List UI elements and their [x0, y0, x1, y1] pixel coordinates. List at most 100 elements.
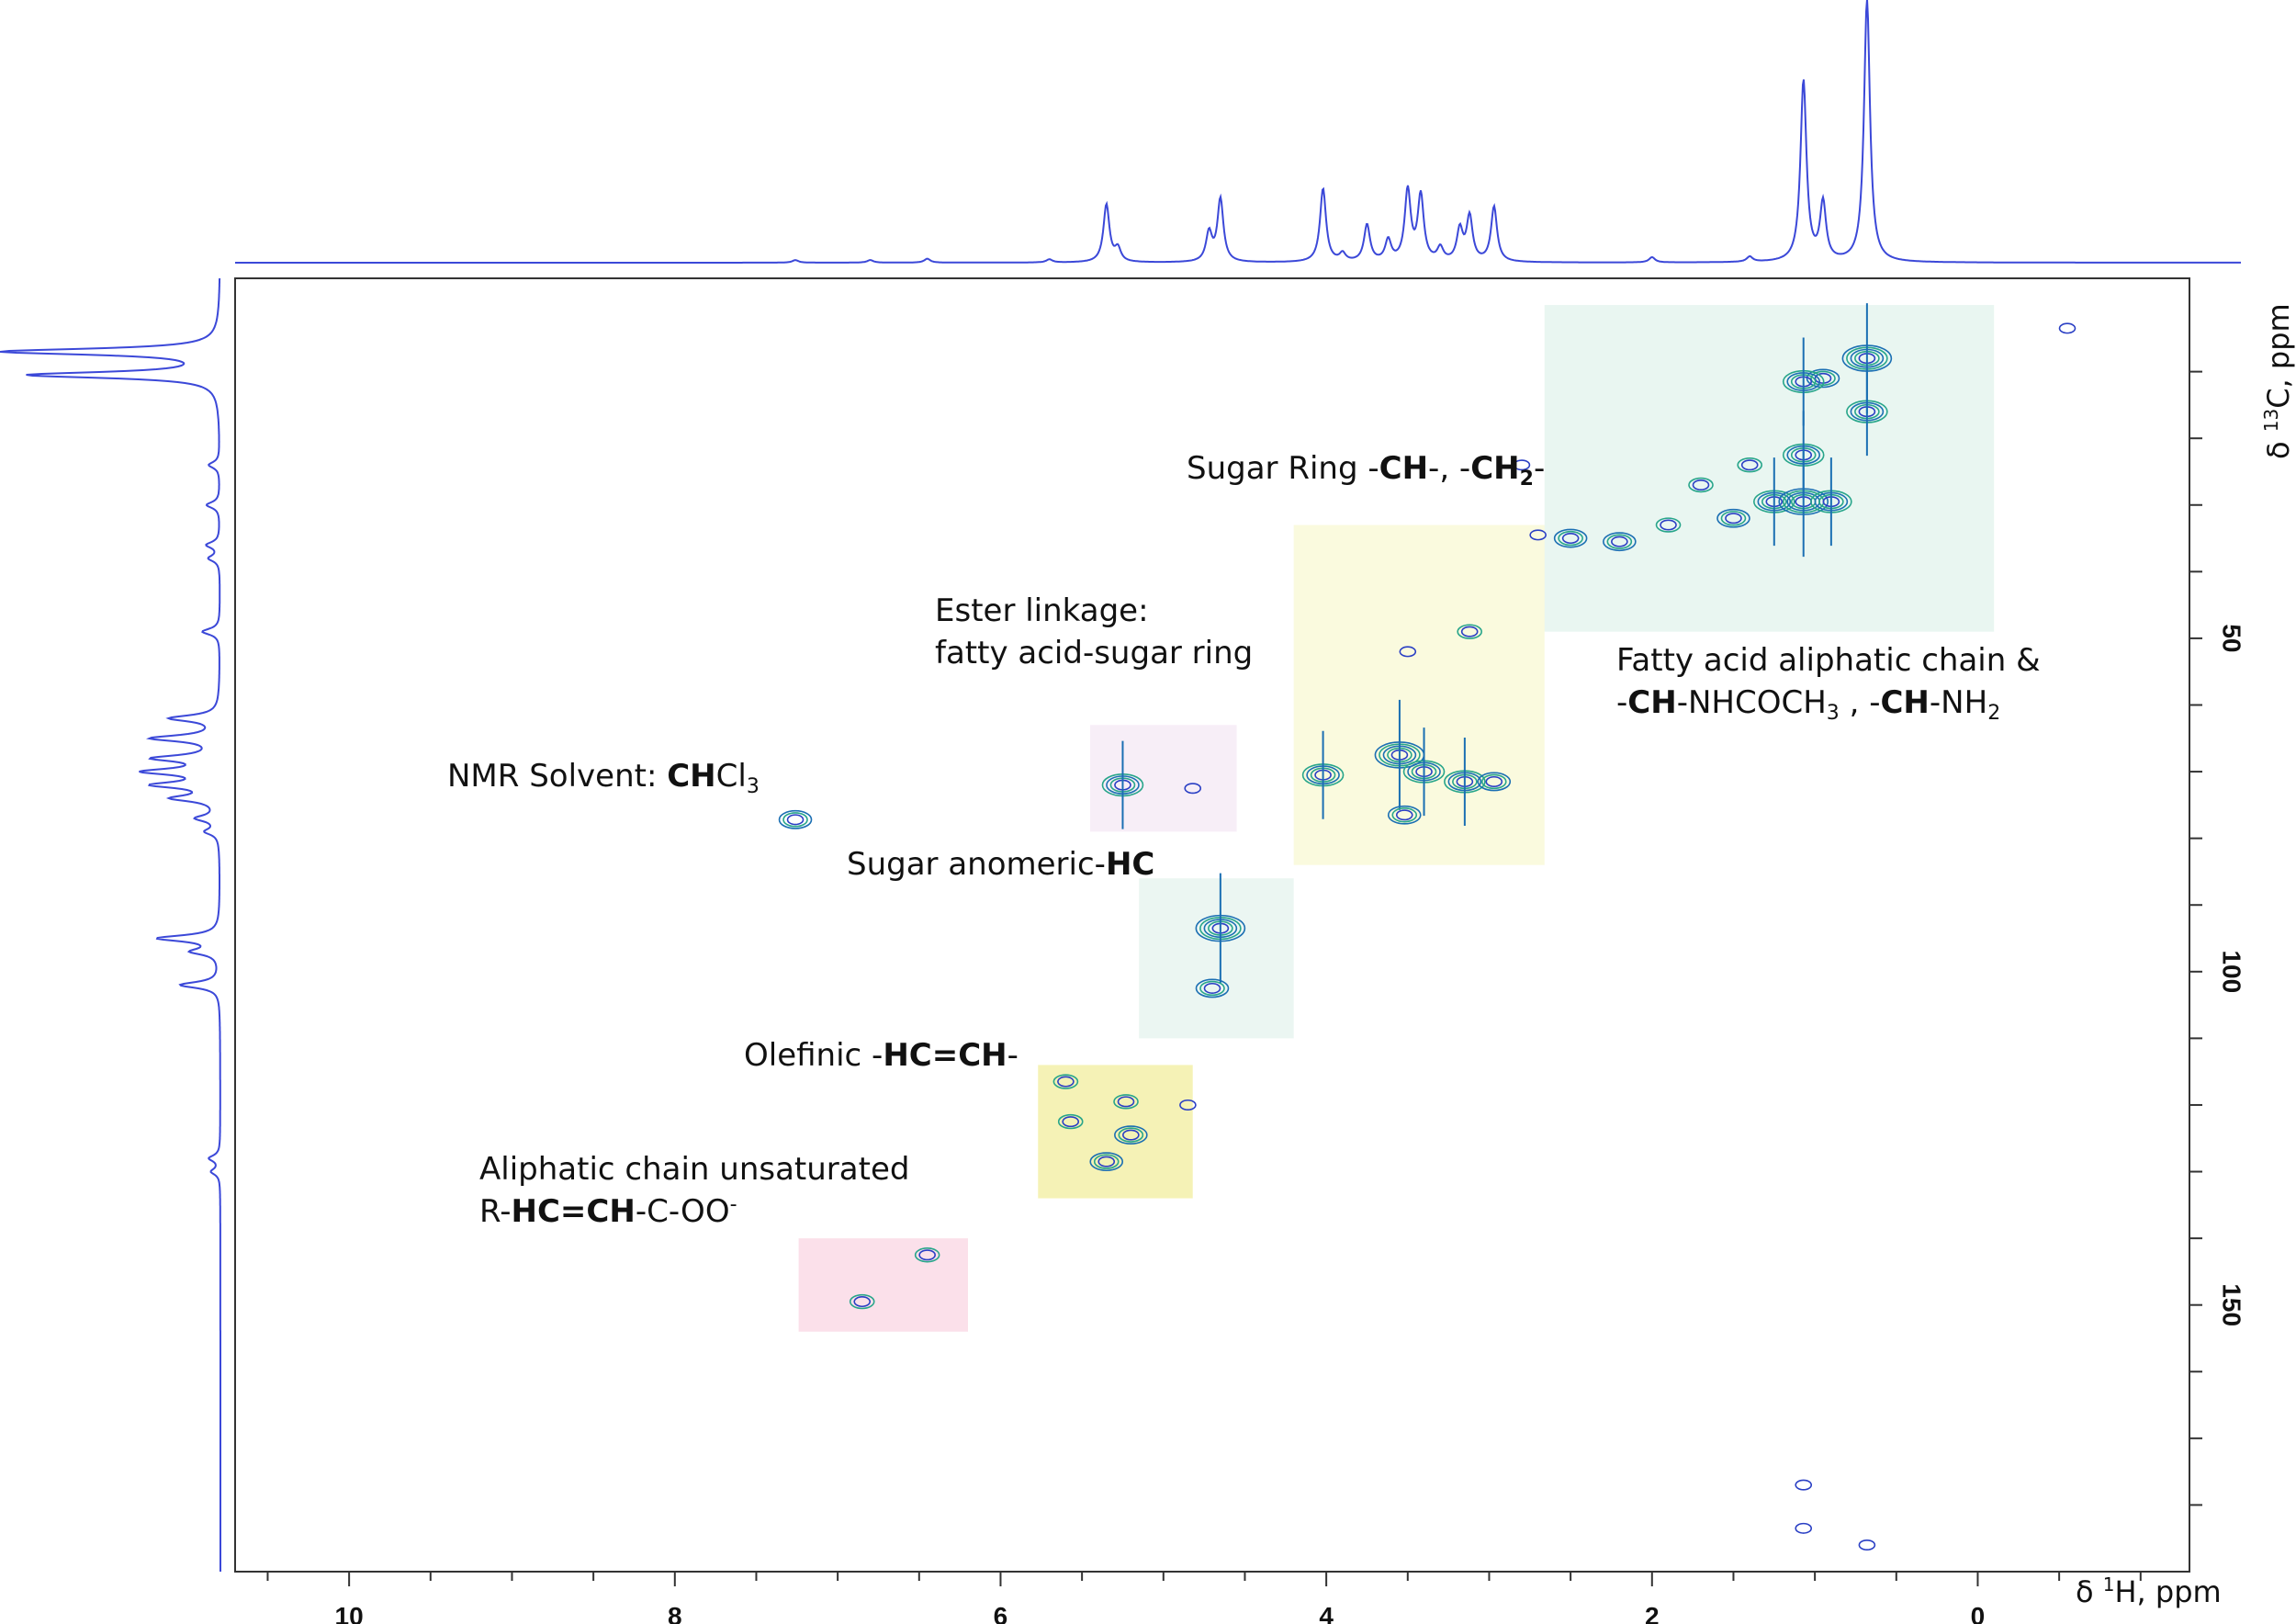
- annotation-sugar-ring-end: -: [1533, 450, 1546, 487]
- contour-ring: [1513, 459, 1531, 471]
- contour-ring: [1740, 459, 1759, 471]
- contour-ring: [1720, 511, 1747, 526]
- contour-ring: [1089, 1152, 1124, 1172]
- annotation-fatty-acid: Fatty acid aliphatic chain & -CH-NHCOCH3…: [1616, 639, 2041, 728]
- annotation-solvent-sub: 3: [746, 775, 760, 798]
- annotation-aliphatic-bold: HC=CH: [511, 1193, 636, 1230]
- contour-ring: [2058, 322, 2077, 334]
- annotation-olefinic-end: -: [1007, 1037, 1019, 1074]
- cross-peak: [914, 1247, 940, 1263]
- annotation-ester-line2: fatty acid-sugar ring: [935, 635, 1254, 671]
- contour-ring: [1057, 1113, 1084, 1130]
- x-axis-title-prefix: δ: [2076, 1574, 2103, 1609]
- cross-peak: [1810, 457, 1852, 547]
- contour-ring: [1179, 1099, 1197, 1111]
- cross-peak: [1795, 1479, 1813, 1491]
- annotation-anomeric: Sugar anomeric-HC: [847, 843, 1154, 885]
- y-tick-label: 100: [2218, 950, 2246, 993]
- contour-ring: [1606, 534, 1633, 549]
- contour-ring: [1052, 1074, 1079, 1089]
- x-tick-label: 2: [1645, 1602, 1660, 1624]
- annotation-solvent-rest: Cl: [715, 758, 747, 795]
- contour-ring: [1858, 1539, 1876, 1551]
- contour-ring: [1477, 772, 1512, 792]
- cross-peak: [849, 1293, 875, 1310]
- annotation-solvent-prefix: NMR Solvent:: [447, 758, 668, 795]
- cross-peak: [1716, 508, 1750, 528]
- annotation-sugar-ring-bold1: CH: [1379, 450, 1429, 487]
- annotation-ester: Ester linkage: fatty acid-sugar ring: [935, 590, 1253, 674]
- contour-ring: [1660, 519, 1677, 531]
- contour-ring: [1611, 536, 1628, 547]
- plot-frame: [234, 277, 2190, 1573]
- contour-ring: [1725, 513, 1742, 524]
- contour-ring: [1093, 1154, 1120, 1169]
- cross-peaks: [778, 303, 2077, 1551]
- carbon-projection-trace: [0, 278, 221, 1572]
- contour-ring: [1114, 1125, 1148, 1145]
- y-axis: 50 100 150: [2189, 370, 2246, 1506]
- contour-ring: [1603, 532, 1637, 552]
- carbon-projection-spectrum: [0, 278, 221, 1572]
- annotation-sugar-ring: Sugar Ring -CH-, -CH2-: [1187, 447, 1545, 494]
- contour-ring: [1184, 783, 1202, 795]
- cross-peak: [1655, 517, 1682, 533]
- annotation-fatty-mid3: -NH: [1929, 684, 1988, 721]
- cross-peak: [1114, 1125, 1148, 1145]
- annotation-fatty-mid2: , -: [1839, 684, 1881, 721]
- y-tick-label: 50: [2218, 624, 2246, 652]
- y-axis-title-prefix: δ: [2261, 432, 2296, 459]
- contour-ring: [1737, 457, 1762, 473]
- contour-ring: [1460, 626, 1479, 637]
- contour-ring: [918, 1249, 936, 1261]
- contour-ring: [1118, 1127, 1144, 1143]
- annotation-fatty-sub1: 3: [1826, 702, 1840, 725]
- cross-peak: [1858, 1539, 1876, 1551]
- cross-peak: [1737, 457, 1762, 473]
- contour-ring: [1795, 1522, 1813, 1534]
- contour-ring: [1655, 517, 1682, 533]
- x-tick-label: 6: [994, 1602, 1008, 1624]
- cross-peak: [1101, 740, 1144, 829]
- contour-ring: [1806, 368, 1840, 389]
- x-axis-title-suffix: H, ppm: [2114, 1574, 2222, 1609]
- region-fatty-acid-chain: [1544, 305, 1995, 632]
- proton-projection-trace: [235, 0, 2241, 264]
- x-axis-title-sup: 1: [2102, 1573, 2115, 1596]
- cross-peak: [1603, 532, 1637, 552]
- contour-ring: [1561, 533, 1580, 545]
- contour-ring: [778, 809, 813, 829]
- cross-peak: [1387, 805, 1422, 825]
- contour-ring: [1553, 528, 1588, 548]
- cross-peak: [1195, 873, 1246, 984]
- y-axis-title-suffix: C, ppm: [2261, 303, 2296, 409]
- cross-peak: [1782, 337, 1825, 426]
- annotation-aliphatic-rest: -C-OO: [635, 1193, 730, 1230]
- annotation-fatty-line2: -CH-NHCOCH3 , -CH-NH2: [1616, 682, 2041, 728]
- cross-peak: [1753, 457, 1795, 547]
- cross-peak: [2058, 322, 2077, 334]
- annotation-fatty-bold1: CH: [1627, 684, 1677, 721]
- annotation-fatty-line1: Fatty acid aliphatic chain &: [1616, 642, 2041, 679]
- x-axis: 10 8 6 4 2 0: [266, 1572, 2142, 1624]
- cross-peak: [1052, 1074, 1079, 1089]
- contour-ring: [782, 812, 808, 828]
- contour-ring: [1062, 1116, 1080, 1128]
- annotation-fatty-dash: -: [1616, 684, 1628, 721]
- contour-ring: [1195, 978, 1230, 998]
- contour-ring: [1558, 530, 1583, 547]
- annotation-solvent-bold: CH: [667, 758, 716, 795]
- cross-peak: [1529, 529, 1547, 541]
- contour-ring: [1122, 1129, 1140, 1141]
- annotation-aliphatic-line2: R-HC=CH-C-OO-: [479, 1190, 909, 1237]
- contour-ring: [1688, 477, 1714, 493]
- contour-ring: [914, 1247, 940, 1263]
- contour-ring: [1113, 1094, 1139, 1110]
- x-axis-title: δ 1H, ppm: [2076, 1573, 2222, 1609]
- region-sugar-ring: [1293, 524, 1545, 865]
- annotation-fatty-mid: -NHCOCH: [1676, 684, 1827, 721]
- annotation-olefinic: Olefinic -HC=CH-: [744, 1034, 1019, 1077]
- y-tick-label: 150: [2218, 1283, 2246, 1326]
- contour-ring: [1529, 529, 1547, 541]
- cross-peak: [1513, 459, 1531, 471]
